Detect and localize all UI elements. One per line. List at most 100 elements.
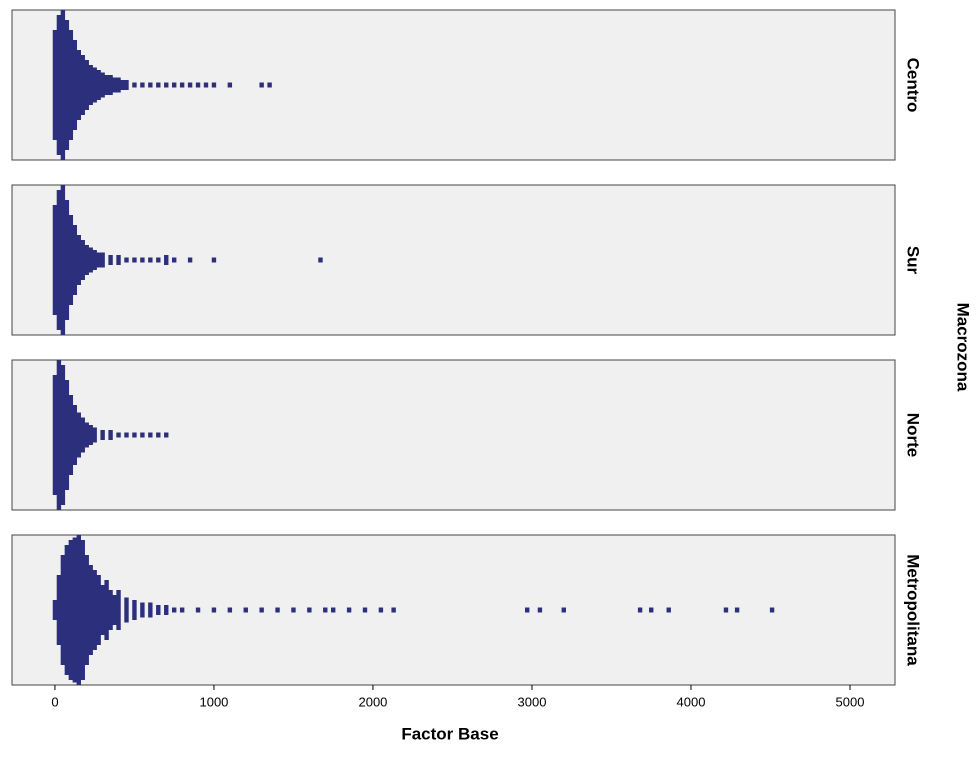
dot-stack (64, 545, 70, 675)
dot-stack (227, 82, 233, 88)
dot-stack (84, 60, 89, 110)
dot-stack (179, 607, 185, 613)
dot-stack (124, 597, 129, 623)
dot-stack (80, 540, 85, 680)
dot-stack (104, 580, 109, 640)
dot-stack (104, 75, 109, 95)
x-tick-label: 0 (51, 694, 58, 709)
dot-stack (148, 82, 153, 88)
dot-stack (649, 607, 654, 613)
dot-stack (76, 412, 81, 458)
dot-stack (112, 77, 117, 93)
dot-stack (52, 600, 58, 620)
dot-stack (318, 257, 323, 263)
dot-stack (187, 82, 193, 88)
dot-stack (100, 252, 105, 268)
dot-stack (116, 590, 121, 630)
dot-stack (56, 190, 62, 330)
dot-stack (76, 235, 81, 285)
dot-stack (116, 432, 121, 438)
dot-stack (108, 430, 113, 440)
dot-stack (100, 72, 105, 98)
dot-stack (68, 540, 74, 680)
x-tick-label: 2000 (358, 694, 387, 709)
dot-stack (60, 185, 66, 335)
dot-stack (100, 585, 105, 635)
dot-stack (164, 82, 169, 88)
dot-stack (148, 257, 153, 263)
panel-label: Centro (904, 58, 923, 113)
dot-stack (378, 607, 384, 613)
dot-stack (140, 602, 145, 618)
dot-stack (171, 82, 177, 88)
dot-stack (187, 257, 193, 263)
dot-stack (72, 405, 78, 465)
dot-stack (108, 255, 113, 265)
dot-stack (92, 427, 97, 443)
x-axis-title: Factor Base (401, 724, 498, 743)
dot-stack (164, 605, 169, 615)
dot-stack (108, 590, 113, 630)
dot-stack (76, 50, 81, 120)
dot-stack (88, 65, 93, 105)
dot-stack (96, 70, 101, 100)
dot-stack (124, 257, 129, 263)
dot-stack (211, 607, 217, 613)
dot-stack (156, 432, 161, 438)
dot-stack (64, 20, 70, 150)
dot-stack (259, 82, 264, 88)
dot-stack (259, 607, 264, 613)
dot-stack (132, 600, 137, 620)
dot-stack (88, 247, 93, 273)
x-tick-label: 5000 (836, 694, 865, 709)
dot-stack (132, 257, 137, 263)
dot-stack (211, 257, 217, 263)
dot-stack (96, 252, 101, 268)
dot-stack (148, 432, 153, 438)
dot-stack (171, 607, 177, 613)
dot-stack (64, 200, 70, 320)
dot-stack (60, 365, 66, 505)
dot-stack (666, 607, 671, 613)
dot-stack (132, 82, 137, 88)
dot-stack (52, 205, 58, 315)
panel-label: Sur (904, 246, 923, 275)
dot-stack (116, 255, 121, 265)
dot-stack (124, 432, 129, 438)
dot-stack (164, 432, 169, 438)
dot-stack (72, 225, 78, 295)
x-tick-label: 4000 (677, 694, 706, 709)
dot-stack (227, 607, 233, 613)
dot-stack (56, 15, 62, 155)
dot-stack (156, 605, 161, 615)
dot-stack (156, 257, 161, 263)
dot-stack (60, 555, 66, 665)
dot-stack (156, 82, 161, 88)
dot-stack (84, 422, 89, 448)
dot-stack (275, 607, 280, 613)
dot-stack (132, 432, 137, 438)
dot-stack (140, 257, 145, 263)
dot-stack (80, 55, 85, 115)
dot-stack (291, 607, 296, 613)
panel-label: Norte (904, 413, 923, 457)
dot-stack (391, 607, 396, 613)
dot-stack (769, 607, 775, 613)
dot-stack (116, 77, 121, 93)
dot-stack (68, 215, 74, 305)
dot-stack (140, 82, 145, 88)
dot-stack (64, 380, 70, 490)
dot-stack (195, 607, 201, 613)
dot-stack (307, 607, 312, 613)
dot-stack (331, 607, 336, 613)
dot-stack (195, 82, 201, 88)
dot-stack (88, 425, 93, 445)
dot-stack (84, 245, 89, 275)
dot-stack (96, 575, 101, 645)
dot-stack (120, 80, 125, 90)
dot-stack (92, 570, 97, 650)
facet-title: Macrozona (954, 303, 973, 392)
dot-stack (561, 607, 566, 613)
dot-stack (346, 607, 352, 613)
